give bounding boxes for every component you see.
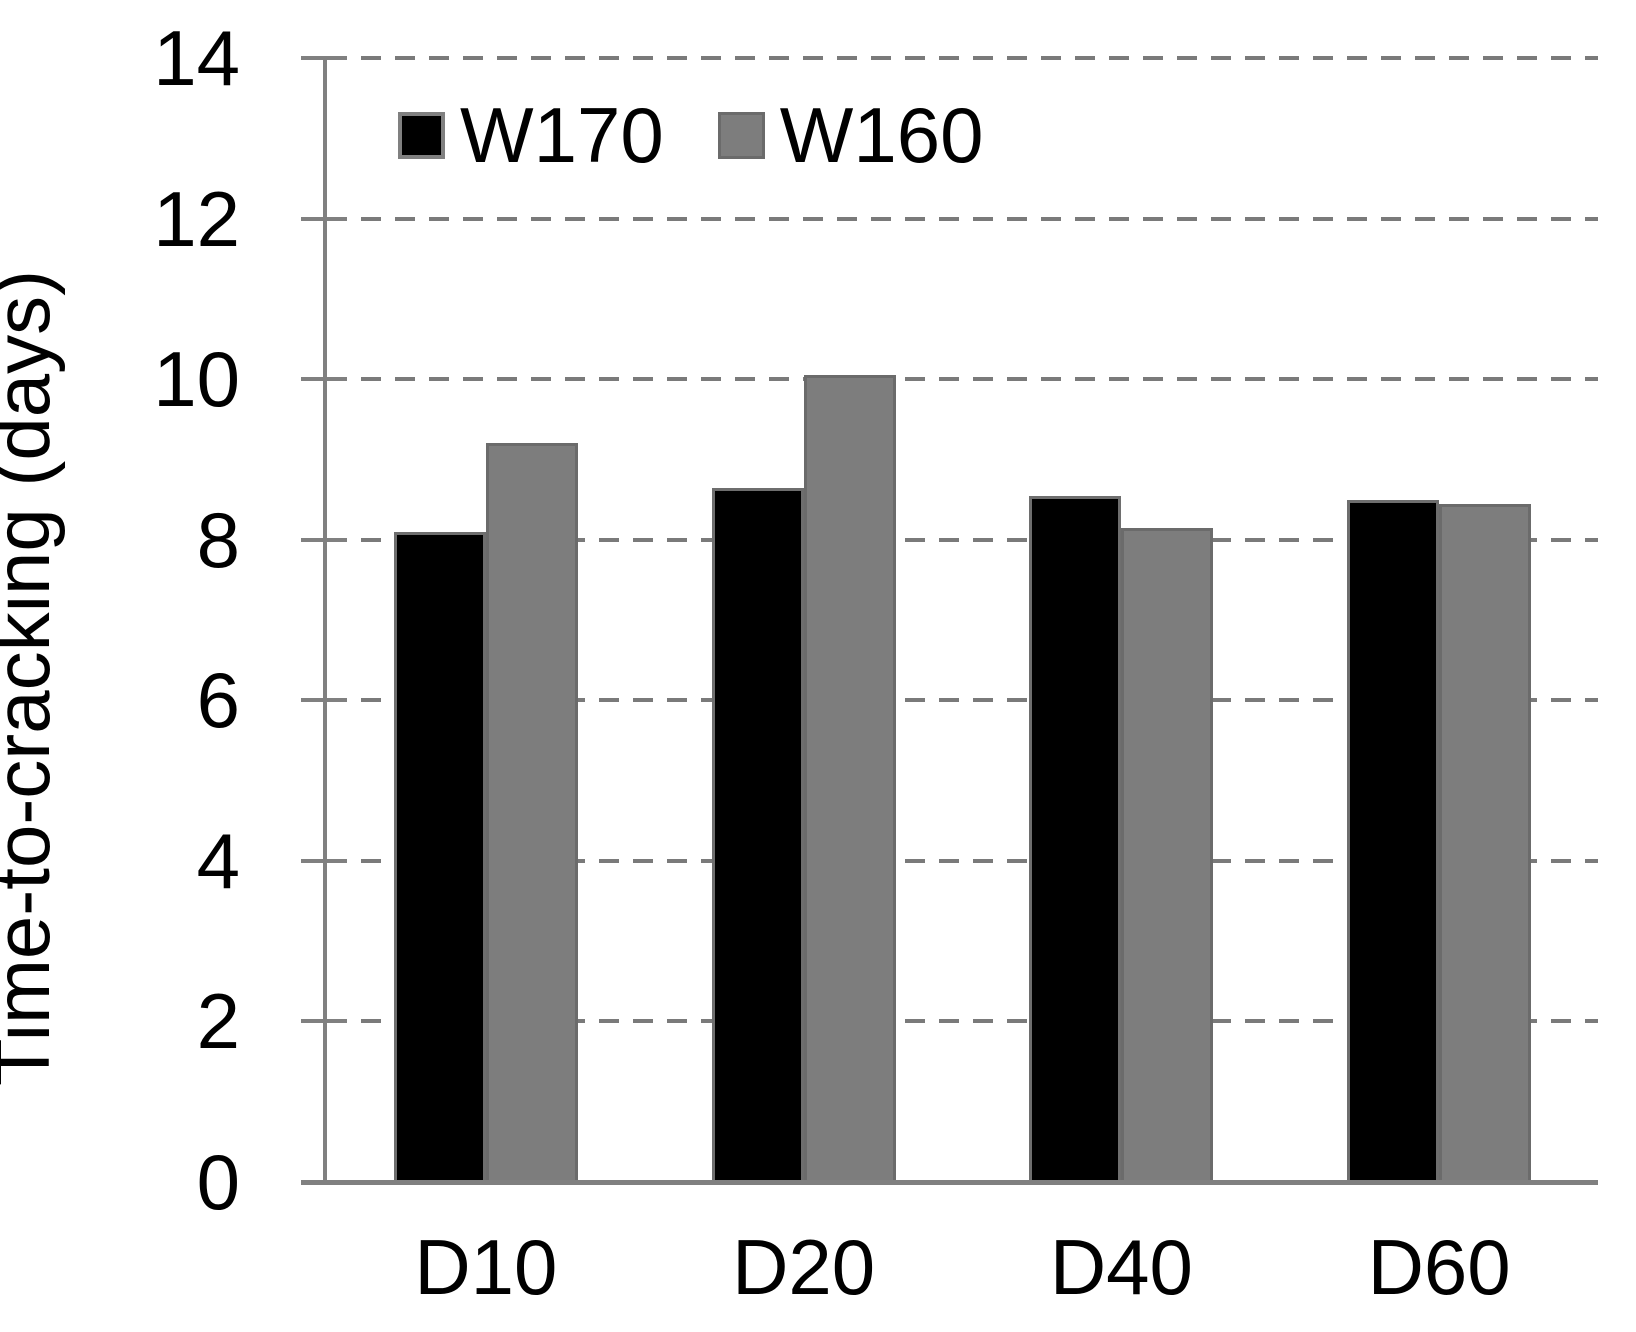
y-tick-label-14: 14: [153, 14, 240, 102]
y-tick-12: [301, 216, 347, 221]
bar-w170-d20: [711, 487, 804, 1182]
gridline-y-4: [327, 858, 1598, 863]
y-tick-label-6: 6: [196, 656, 240, 745]
bar-w170-d40: [1029, 495, 1122, 1182]
x-axis-line: [301, 1180, 1598, 1185]
bar-w160-d60: [1439, 503, 1532, 1182]
gridline-y-8: [327, 537, 1598, 542]
y-tick-label-2: 2: [196, 977, 240, 1066]
bar-w170-d60: [1347, 499, 1440, 1182]
gridline-y-10: [327, 377, 1598, 382]
bar-w160-d20: [803, 375, 896, 1182]
x-label-d40: D40: [1049, 1223, 1193, 1311]
legend-item-w160: W160: [717, 91, 984, 179]
y-tick-label-10: 10: [153, 335, 240, 424]
legend-label-w160: W160: [779, 91, 984, 179]
x-label-d20: D20: [732, 1223, 876, 1311]
y-tick-10: [301, 377, 347, 382]
y-tick-4: [301, 858, 347, 863]
bar-w170-d10: [393, 531, 486, 1182]
legend: W170 W160: [398, 91, 984, 179]
x-label-d10: D10: [414, 1223, 558, 1311]
plot-area: [327, 56, 1598, 1182]
legend-label-w170: W170: [460, 91, 664, 179]
y-tick-label-4: 4: [196, 816, 240, 905]
bar-w160-d40: [1121, 527, 1214, 1182]
legend-swatch-w160: [717, 111, 765, 159]
y-tick-2: [301, 1019, 347, 1024]
y-tick-14: [301, 56, 347, 60]
y-tick-label-8: 8: [196, 495, 240, 584]
y-tick-label-12: 12: [153, 174, 240, 263]
bar-w160-d10: [485, 443, 578, 1182]
y-axis-line: [323, 58, 327, 1182]
y-tick-6: [301, 698, 347, 703]
gridline-y-2: [327, 1019, 1598, 1024]
x-label-d60: D60: [1367, 1223, 1511, 1311]
y-tick-label-0: 0: [196, 1138, 240, 1226]
gridline-y-6: [327, 698, 1598, 703]
gridline-y-12: [327, 216, 1598, 221]
legend-swatch-w170: [398, 111, 445, 159]
legend-item-w170: W170: [398, 91, 664, 179]
gridline-y-14: [327, 56, 1598, 60]
y-tick-8: [301, 537, 347, 542]
